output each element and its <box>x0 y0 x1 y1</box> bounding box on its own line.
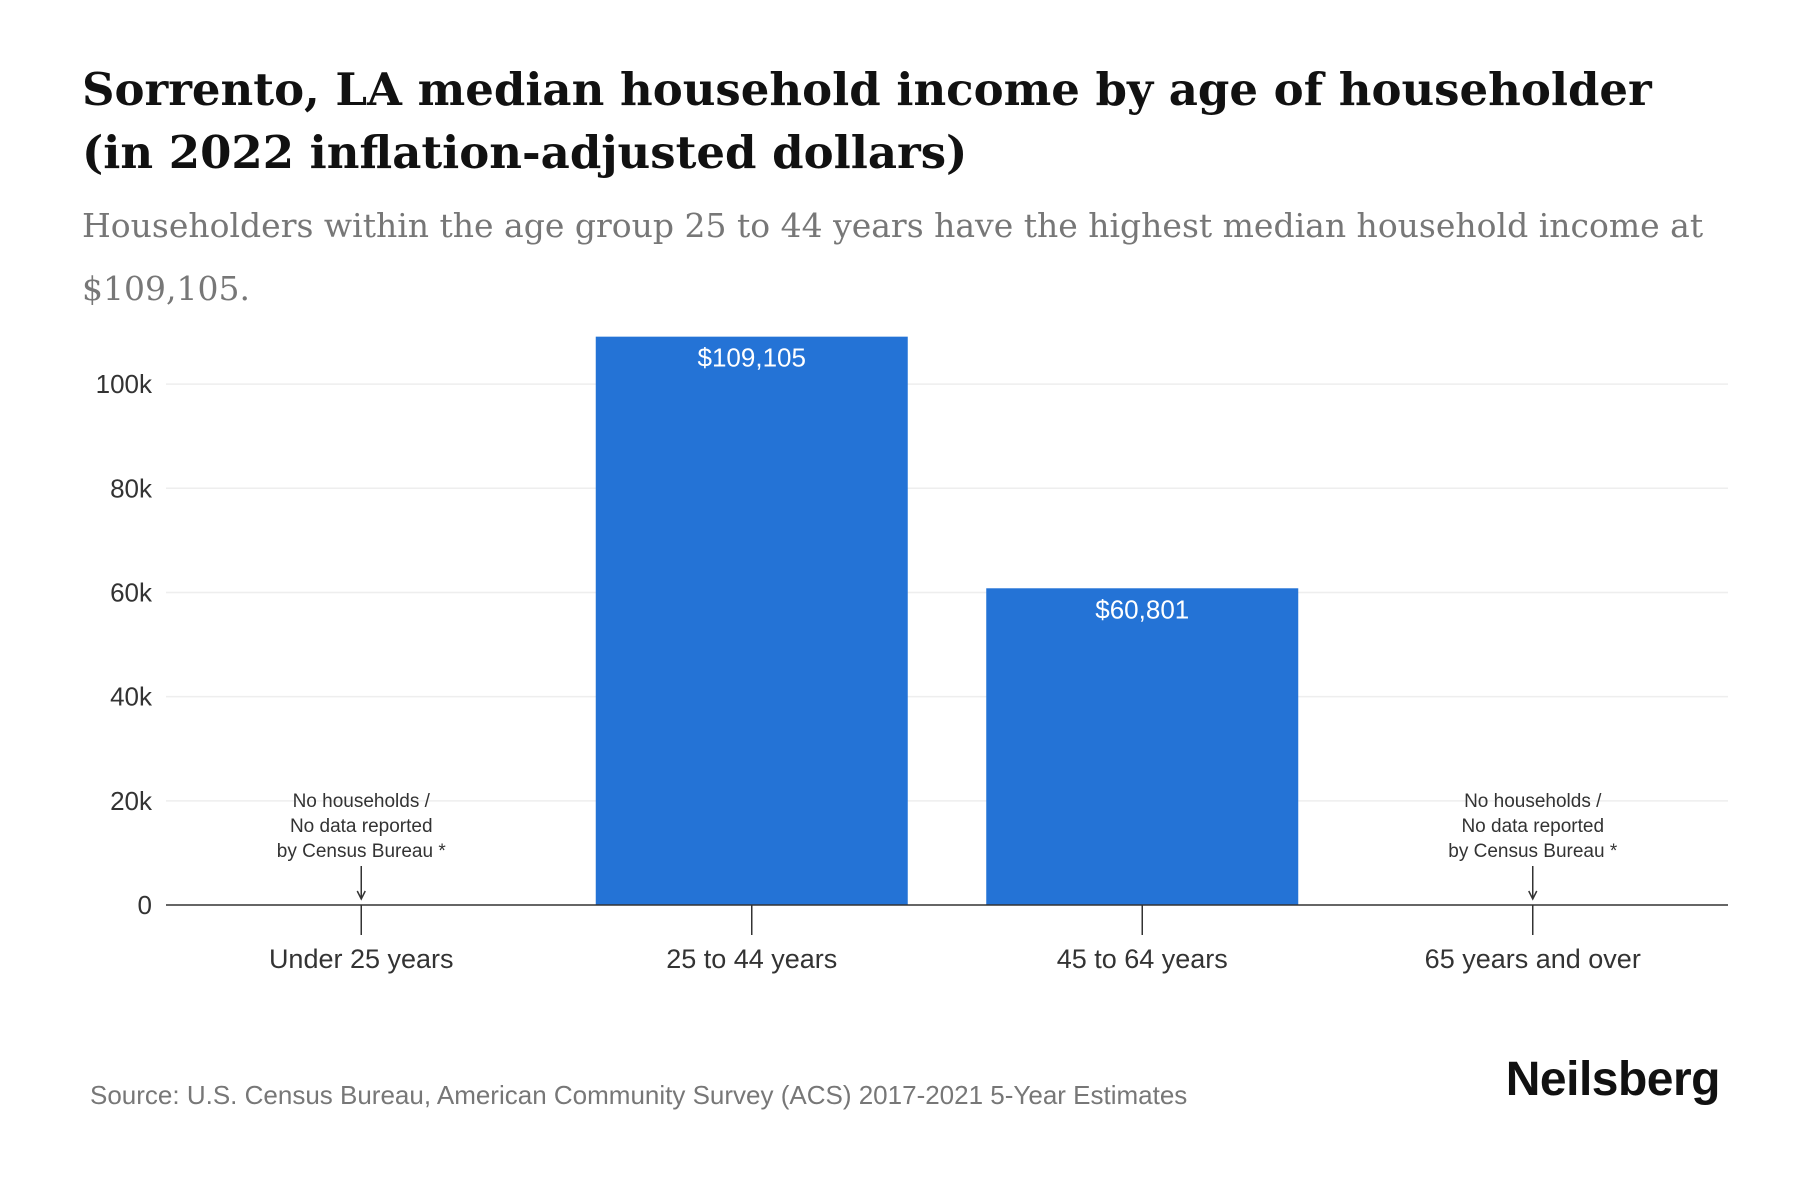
source-note: Source: U.S. Census Bureau, American Com… <box>90 1080 1188 1110</box>
y-tick-label: 100k <box>96 369 153 399</box>
no-data-note-line: No households / <box>293 791 431 812</box>
y-tick-label: 60k <box>110 577 153 607</box>
x-tick-label: 45 to 64 years <box>1057 944 1228 974</box>
no-data-arrow-head <box>1528 890 1538 901</box>
bar[interactable] <box>986 588 1299 905</box>
no-data-note-line: No households / <box>1464 791 1602 812</box>
y-tick-label: 40k <box>110 682 153 712</box>
no-data-note-line: No data reported <box>1461 816 1604 837</box>
no-data-notes: No households / No data reported by Census… <box>277 791 1618 901</box>
bar-value-labels: $109,105 $60,801 <box>698 343 1190 625</box>
x-tick-label: Under 25 years <box>269 944 454 974</box>
x-axis-ticks: Under 25 years 25 to 44 years 45 to 64 yea… <box>269 905 1641 974</box>
no-data-arrow-head <box>356 890 366 901</box>
bar[interactable] <box>595 336 908 906</box>
chart-subtitle: Householders within the age group 25 to … <box>82 206 1704 308</box>
y-tick-label: 20k <box>110 786 153 816</box>
y-axis-tick-labels: 0 20k 40k 60k 80k 100k <box>96 369 153 920</box>
chart-title: Sorrento, LA median household income by … <box>82 63 1652 179</box>
grid-lines <box>166 383 1728 802</box>
bar-value-label: $109,105 <box>698 343 806 373</box>
bar-value-label: $60,801 <box>1095 594 1189 624</box>
no-data-note-line: No data reported <box>290 816 433 837</box>
x-tick-label: 65 years and over <box>1425 944 1641 974</box>
y-tick-label: 0 <box>138 890 152 920</box>
no-data-note-line: by Census Bureau * <box>1448 841 1618 862</box>
brand-logo[interactable]: Neilsberg <box>1505 1053 1721 1106</box>
x-tick-label: 25 to 44 years <box>666 944 837 974</box>
y-tick-label: 80k <box>110 473 153 503</box>
no-data-note-line: by Census Bureau * <box>277 841 447 862</box>
bars <box>595 336 1299 906</box>
